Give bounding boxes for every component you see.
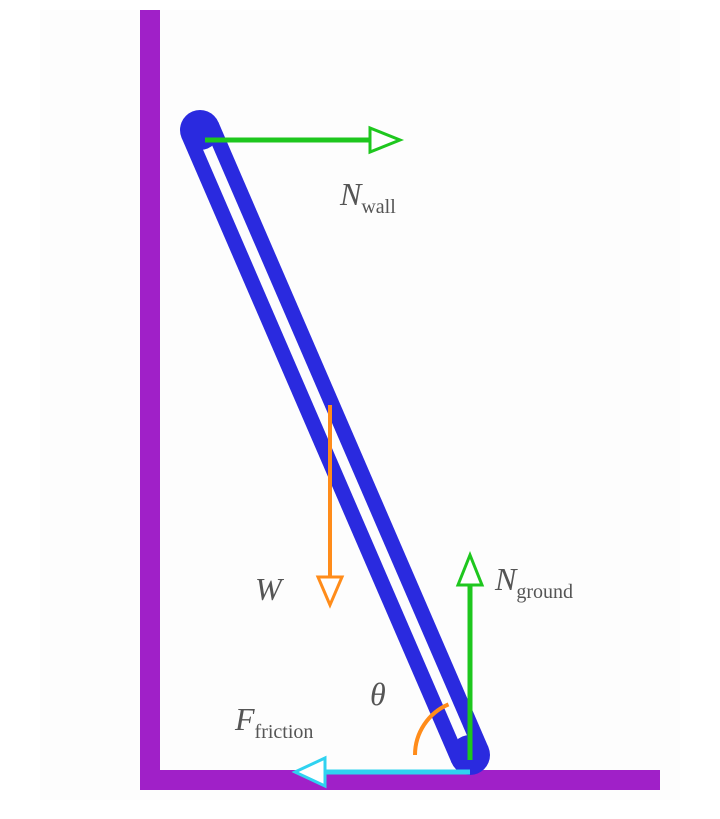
ladder-rail [205, 122, 489, 753]
ladder-rail [182, 132, 466, 763]
n-wall-label: Nwall [339, 176, 396, 218]
diagram-svg: θ Nwall Nground W Ffriction [40, 10, 680, 800]
weight-vector-head [318, 577, 342, 605]
ladder-cap-top [180, 110, 220, 150]
n-ground-vector-head [458, 555, 482, 585]
n-wall-vector-head [370, 128, 400, 152]
n-ground-label: Nground [494, 561, 573, 603]
friction-label: Ffriction [234, 701, 313, 743]
diagram-canvas: θ Nwall Nground W Ffriction [40, 10, 680, 800]
weight-label: W [255, 571, 285, 607]
angle-label: θ [370, 676, 386, 712]
wall-vertical [140, 10, 160, 790]
diagram-card: θ Nwall Nground W Ffriction [0, 0, 720, 819]
